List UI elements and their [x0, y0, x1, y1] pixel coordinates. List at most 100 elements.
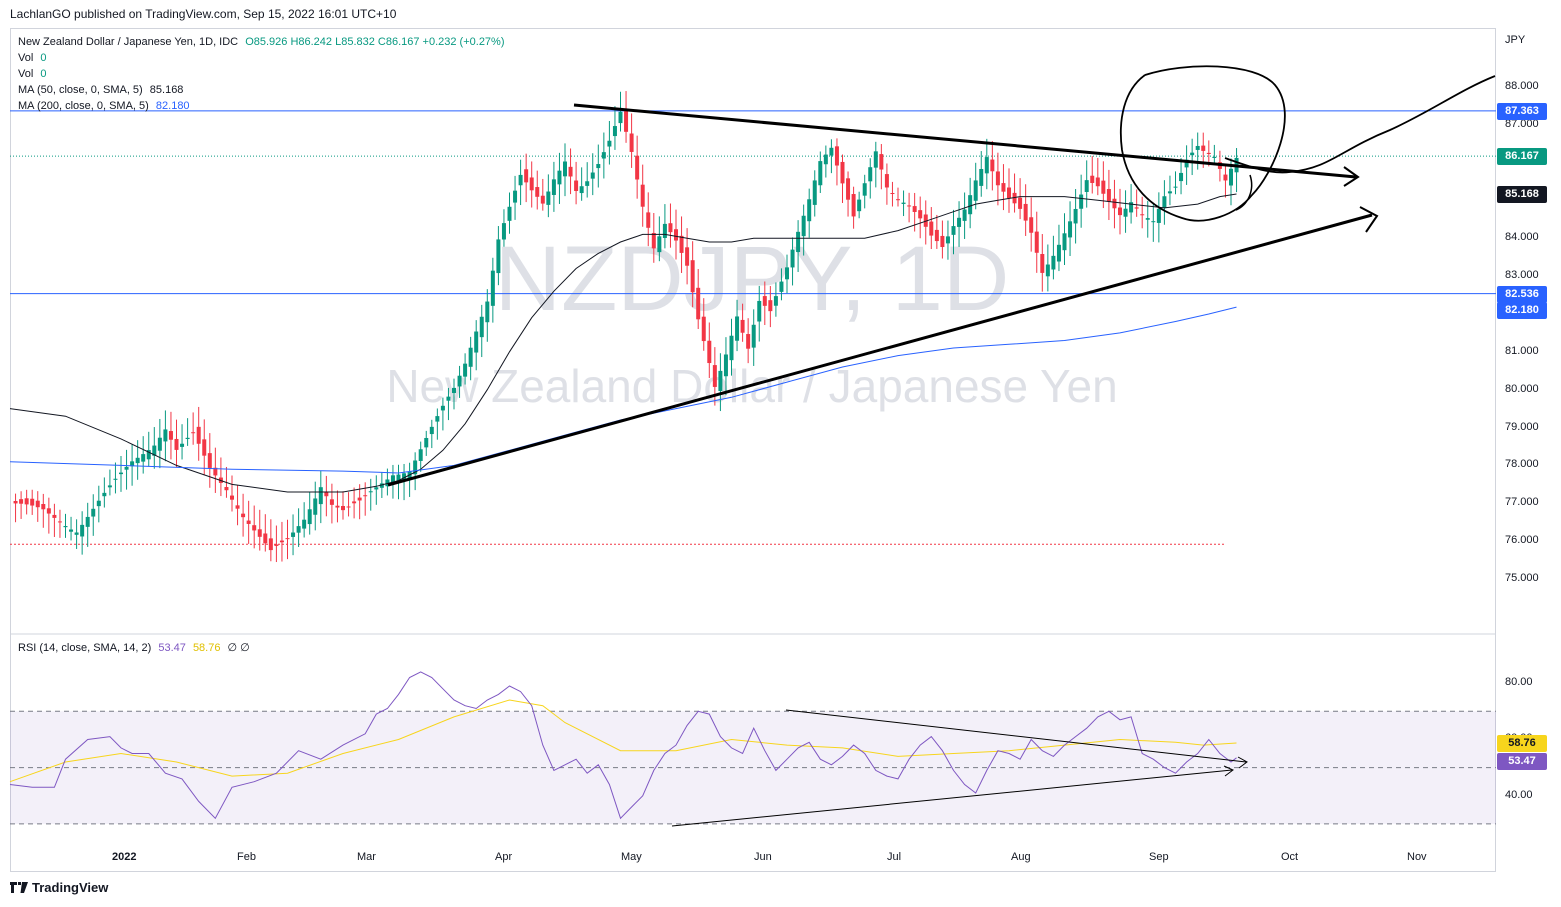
- candle-body: [535, 187, 540, 197]
- candle-body: [202, 439, 207, 456]
- candle-body: [546, 191, 551, 205]
- candle-body: [579, 186, 584, 194]
- candle-body: [1062, 233, 1067, 251]
- candle-body: [41, 503, 46, 510]
- candle-body: [501, 223, 506, 240]
- candle-body: [1056, 244, 1061, 262]
- candle-body: [329, 499, 334, 505]
- legend-ma200: MA (200, close, 0, SMA, 5) 82.180: [18, 98, 190, 114]
- legend-symbol-row: New Zealand Dollar / Japanese Yen, 1D, I…: [18, 34, 505, 50]
- candle-body: [174, 438, 179, 450]
- candle-body: [1068, 221, 1073, 238]
- candle-body: [69, 529, 74, 532]
- candle-body: [540, 195, 545, 204]
- candle-body: [80, 524, 85, 537]
- candle-body: [363, 495, 368, 497]
- candle-body: [1095, 177, 1100, 187]
- legend-ma50: MA (50, close, 0, SMA, 5) 85.168: [18, 82, 183, 98]
- candle-body: [729, 335, 734, 361]
- time-tick: Nov: [1407, 851, 1427, 863]
- candle-body: [352, 501, 357, 504]
- candle-body: [929, 221, 934, 236]
- candle-body: [102, 492, 107, 497]
- candle-body: [718, 370, 723, 391]
- candle-body: [107, 485, 112, 488]
- candle-body: [796, 231, 801, 253]
- candle-body: [723, 354, 728, 377]
- candle-body: [180, 443, 185, 447]
- candle-body: [746, 334, 751, 349]
- candle-body: [379, 483, 384, 488]
- candle-body: [907, 205, 912, 207]
- candle-body: [324, 491, 329, 497]
- candle-body: [413, 460, 418, 475]
- candle-body: [785, 267, 789, 280]
- candle-body: [274, 544, 279, 546]
- candle-body: [141, 454, 146, 462]
- time-tick: Aug: [1011, 851, 1031, 863]
- candle-body: [285, 538, 290, 540]
- resistance-trendline: [573, 103, 1357, 179]
- rsi-support-line: [671, 769, 1233, 827]
- rsi-support-arrowhead: [1223, 765, 1234, 777]
- tradingview-logo[interactable]: TradingView: [10, 880, 108, 895]
- candle-body: [890, 193, 895, 195]
- candle-body: [812, 180, 817, 205]
- candle-body: [35, 500, 40, 508]
- candle-body: [679, 235, 684, 253]
- rsi-tick: 80.00: [1505, 676, 1533, 689]
- candle-body: [1073, 208, 1078, 224]
- candle-body: [1106, 189, 1111, 202]
- candle-body: [130, 461, 135, 467]
- candle-body: [346, 506, 351, 508]
- price-badge: 85.168: [1497, 185, 1547, 203]
- candle-body: [873, 151, 878, 168]
- time-tick: Jun: [754, 851, 772, 863]
- candle-body: [624, 111, 629, 132]
- ma200-line: [9, 306, 1237, 474]
- candle-body: [435, 416, 440, 422]
- candle-body: [884, 174, 889, 188]
- horizontal-levels: [10, 110, 1496, 545]
- time-tick: 2022: [112, 851, 137, 863]
- candle-body: [479, 316, 484, 338]
- candle-body: [557, 170, 562, 185]
- legend-ohlc: O85.926 H86.242 L85.832 C86.167 +0.232 (…: [245, 36, 505, 48]
- candle-body: [1084, 180, 1089, 193]
- candle-body: [685, 247, 690, 266]
- candle-body: [995, 171, 1000, 186]
- price-tick: 88.000: [1505, 79, 1539, 92]
- candle-body: [52, 514, 57, 518]
- candle-body: [119, 472, 123, 475]
- rsi-band: [10, 633, 1496, 825]
- candle-body: [973, 180, 978, 201]
- candle-body: [807, 199, 812, 222]
- candle-body: [1223, 174, 1228, 181]
- candle-body: [1206, 152, 1211, 154]
- candle-body: [662, 223, 667, 238]
- watermark-ticker: NZDJPY, 1D: [495, 228, 1010, 330]
- candle-body: [507, 206, 512, 221]
- candle-body: [1045, 264, 1050, 277]
- candle-body: [901, 202, 906, 204]
- price-tick: 78.000: [1505, 458, 1539, 471]
- footer-brand: TradingView: [32, 880, 109, 895]
- candle-body: [868, 167, 873, 182]
- candle-body: [635, 155, 640, 180]
- candle-body: [196, 426, 201, 444]
- candle-body: [657, 236, 662, 253]
- rsi-line: [9, 671, 1237, 820]
- candle-body: [524, 169, 529, 183]
- candle-body: [418, 449, 423, 461]
- candle-body: [457, 375, 462, 387]
- price-badge: 86.167: [1497, 148, 1547, 166]
- ma50-label: MA (50, close, 0, SMA, 5): [18, 84, 143, 96]
- candle-body: [962, 209, 967, 221]
- legend-vol1: Vol 0: [18, 50, 46, 66]
- candle-body: [230, 495, 234, 500]
- publisher-line: LachlanGO published on TradingView.com, …: [10, 7, 397, 21]
- price-tick: 80.000: [1505, 382, 1539, 395]
- projection-curve: [1224, 75, 1496, 174]
- candle-body: [513, 190, 518, 203]
